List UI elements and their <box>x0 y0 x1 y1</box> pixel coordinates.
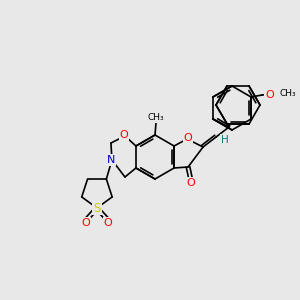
Text: O: O <box>187 178 195 188</box>
Text: CH₃: CH₃ <box>279 89 296 98</box>
Text: CH₃: CH₃ <box>148 113 164 122</box>
Text: O: O <box>82 218 90 228</box>
Text: S: S <box>93 202 100 214</box>
Text: N: N <box>107 155 115 165</box>
Text: O: O <box>103 218 112 228</box>
Text: O: O <box>120 130 128 140</box>
Text: H: H <box>221 135 229 145</box>
Text: O: O <box>265 90 274 100</box>
Text: O: O <box>184 133 192 143</box>
